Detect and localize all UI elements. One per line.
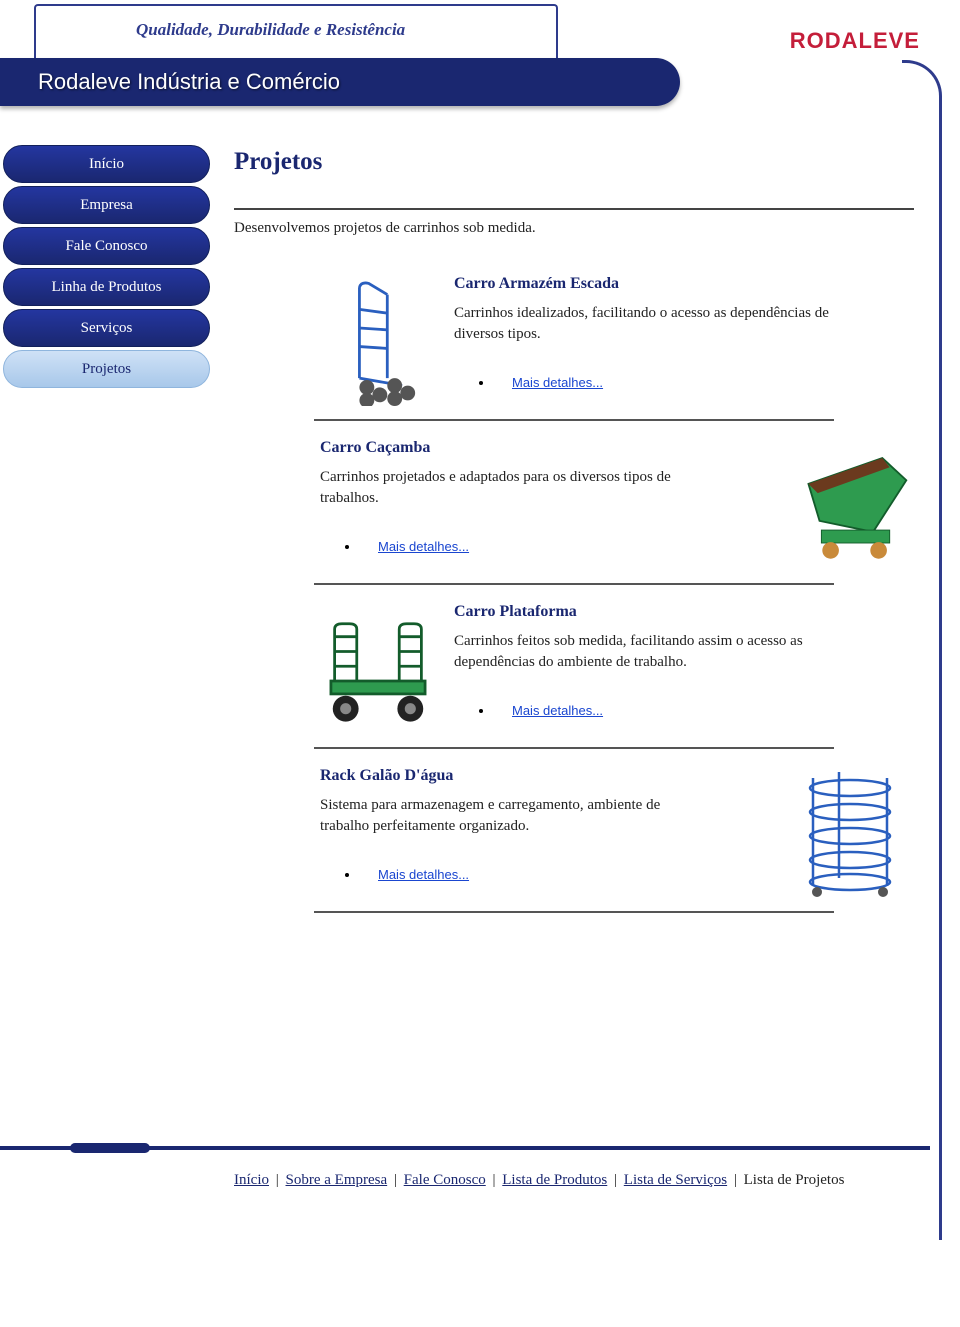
footer-link-produtos[interactable]: Lista de Produtos [502, 1172, 607, 1188]
footer-current-page: Lista de Projetos [744, 1172, 845, 1188]
nav-label: Projetos [82, 361, 131, 378]
more-bullet: Mais detalhes... [360, 539, 704, 555]
footer-link-sobre[interactable]: Sobre a Empresa [286, 1172, 388, 1188]
more-list: Mais detalhes... [494, 703, 834, 719]
page-title: Projetos [234, 148, 914, 176]
product-image-platform-cart [314, 599, 442, 739]
more-list: Mais detalhes... [494, 375, 834, 391]
tagline-text: Qualidade, Durabilidade e Resistência [136, 20, 405, 39]
nav-label: Empresa [80, 197, 132, 214]
nav-item-servicos[interactable]: Serviços [3, 309, 210, 347]
product-image-dump-cart [786, 443, 914, 571]
nav-label: Linha de Produtos [52, 279, 162, 296]
sidebar-nav: Início Empresa Fale Conosco Linha de Pro… [3, 145, 210, 391]
footer-sep: | [486, 1172, 503, 1188]
project-row: Carro Plataforma Carrinhos feitos sob me… [314, 599, 834, 749]
dump-cart-icon [790, 442, 910, 572]
more-details-link[interactable]: Mais detalhes... [378, 539, 469, 554]
product-image-stair-cart [314, 271, 442, 411]
water-rack-icon [790, 770, 910, 900]
project-desc: Carrinhos projetados e adaptados para os… [320, 467, 704, 509]
project-desc: Carrinhos idealizados, facilitando o ace… [454, 303, 834, 345]
footer-link-servicos[interactable]: Lista de Serviços [624, 1172, 727, 1188]
platform-cart-icon [318, 604, 438, 734]
more-details-link[interactable]: Mais detalhes... [512, 703, 603, 718]
nav-item-fale-conosco[interactable]: Fale Conosco [3, 227, 210, 265]
nav-item-linha-produtos[interactable]: Linha de Produtos [3, 268, 210, 306]
nav-item-inicio[interactable]: Início [3, 145, 210, 183]
bottom-divider-bar [0, 1146, 930, 1150]
project-row: Rack Galão D'água Sistema para armazenag… [314, 763, 834, 913]
footer-link-inicio[interactable]: Início [234, 1172, 269, 1188]
tagline-box: Qualidade, Durabilidade e Resistência [34, 4, 558, 60]
footer-link-fale[interactable]: Fale Conosco [404, 1172, 486, 1188]
product-image-water-rack [786, 771, 914, 899]
stair-cart-icon [318, 276, 438, 406]
more-bullet: Mais detalhes... [494, 703, 834, 719]
company-title: Rodaleve Indústria e Comércio [38, 69, 340, 95]
company-title-banner: Rodaleve Indústria e Comércio [0, 58, 680, 106]
footer-sep: | [727, 1172, 744, 1188]
project-desc: Sistema para armazenagem e carregamento,… [320, 795, 704, 837]
more-details-link[interactable]: Mais detalhes... [378, 867, 469, 882]
nav-item-projetos[interactable]: Projetos [3, 350, 210, 388]
more-details-link[interactable]: Mais detalhes... [512, 375, 603, 390]
project-title: Carro Armazém Escada [454, 275, 834, 293]
project-row: Carro Armazém Escada Carrinhos idealizad… [314, 271, 834, 421]
project-title: Carro Plataforma [454, 603, 834, 621]
footer-sep: | [387, 1172, 404, 1188]
intro-text: Desenvolvemos projetos de carrinhos sob … [234, 220, 914, 237]
project-row: Carro Caçamba Carrinhos projetados e ada… [314, 435, 834, 585]
more-bullet: Mais detalhes... [494, 375, 834, 391]
project-title: Carro Caçamba [320, 439, 704, 457]
project-desc: Carrinhos feitos sob medida, facilitando… [454, 631, 834, 673]
nav-label: Início [89, 156, 124, 173]
project-title: Rack Galão D'água [320, 767, 704, 785]
nav-item-empresa[interactable]: Empresa [3, 186, 210, 224]
footer-links: Início | Sobre a Empresa | Fale Conosco … [234, 1172, 914, 1189]
nav-label: Serviços [81, 320, 133, 337]
brand-logo: RODALEVE [790, 28, 920, 54]
main-content: Projetos Desenvolvemos projetos de carri… [234, 148, 914, 927]
more-bullet: Mais detalhes... [360, 867, 704, 883]
more-list: Mais detalhes... [360, 867, 704, 883]
title-divider [234, 208, 914, 210]
footer-sep: | [269, 1172, 286, 1188]
footer-sep: | [607, 1172, 624, 1188]
more-list: Mais detalhes... [360, 539, 704, 555]
nav-label: Fale Conosco [65, 238, 147, 255]
